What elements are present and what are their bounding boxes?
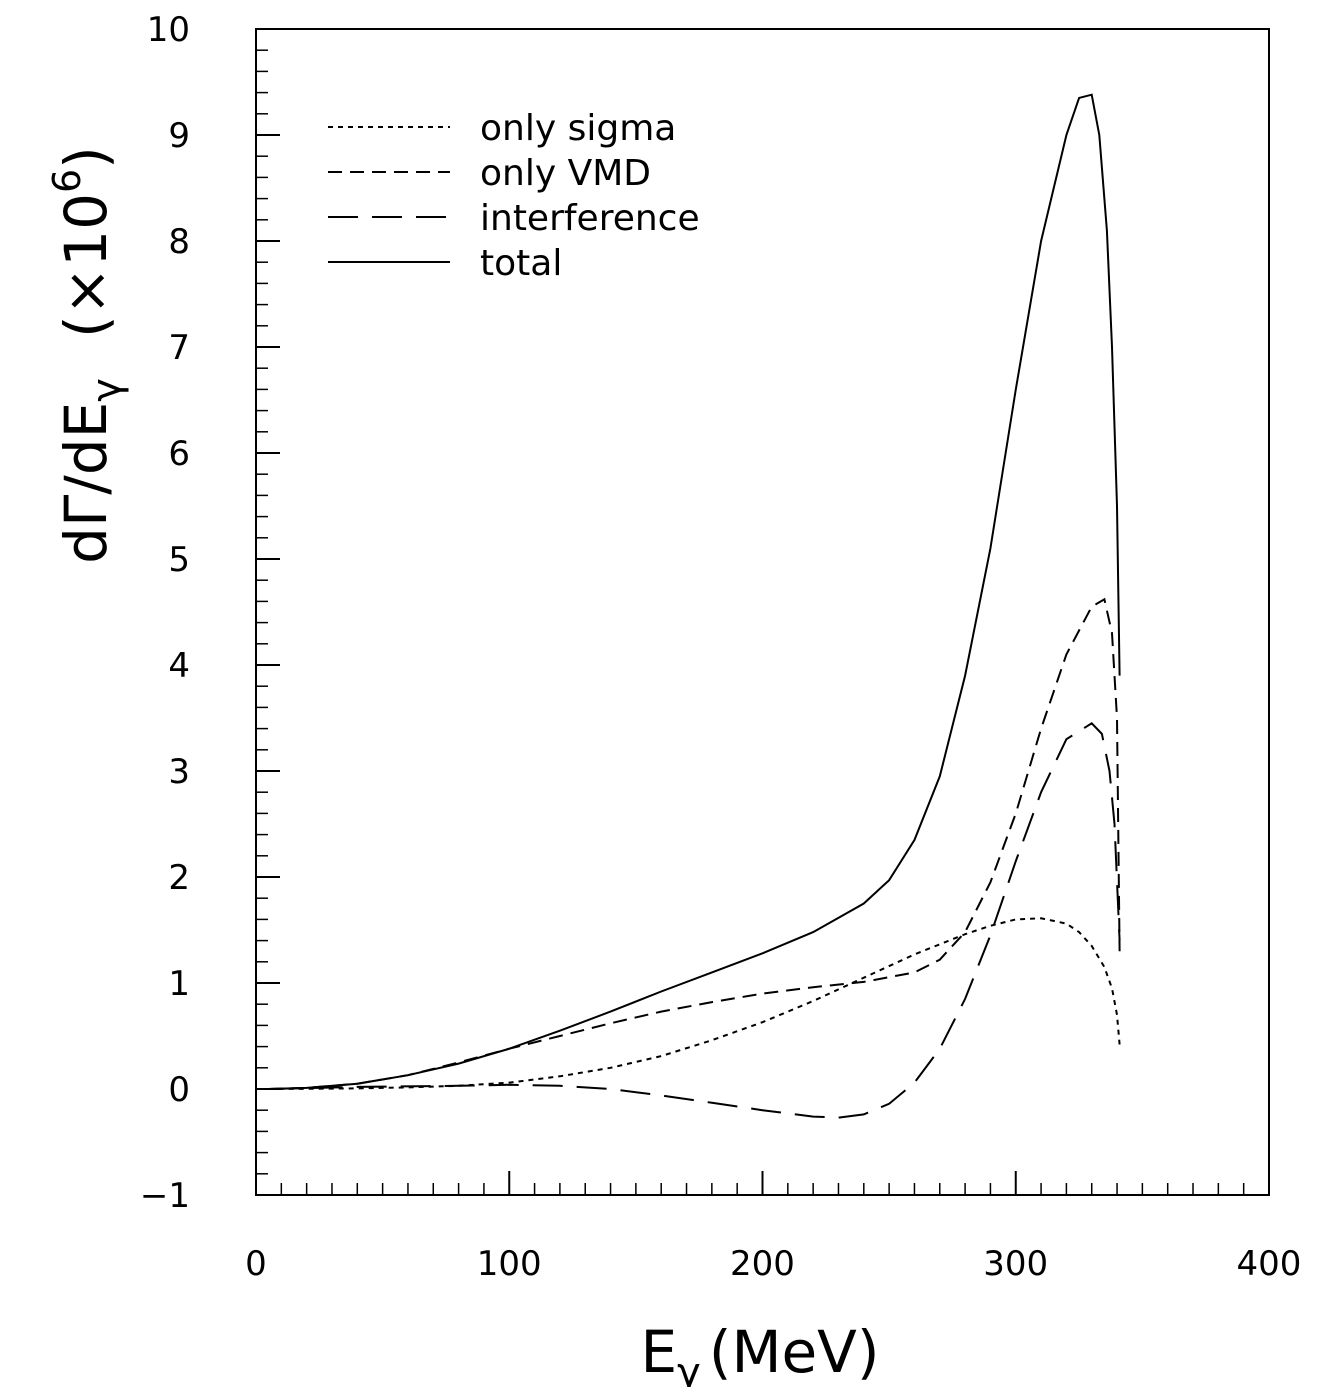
x-tick-labels: 0 100 200 300 400 [245, 1244, 1301, 1284]
y-tick-label: 1 [168, 964, 190, 1004]
major-ticks [255, 28, 1270, 1196]
y-tick-label: 7 [168, 328, 190, 368]
series-line-interference [268, 722, 1121, 1119]
y-tick-label: 6 [168, 434, 190, 474]
y-tick-label: 0 [168, 1070, 190, 1110]
y-axis-label-sub: γ [84, 378, 130, 402]
y-axis-label: dΓ/dEγ (×106) [45, 146, 130, 564]
y-tick-labels: −1 0 1 2 3 4 5 6 7 8 9 10 [140, 10, 190, 1216]
y-tick-label: 2 [168, 858, 190, 898]
y-tick-label: 10 [147, 10, 190, 50]
y-axis-label-close: ) [52, 146, 120, 169]
y-axis-label-exponent: 6 [45, 169, 89, 193]
x-tick-label: 400 [1237, 1244, 1302, 1284]
x-tick-label: 200 [730, 1244, 795, 1284]
series-line-only-sigma [268, 917, 1121, 1090]
legend-label-only-sigma: only sigma [480, 108, 676, 149]
x-tick-label: 100 [477, 1244, 542, 1284]
legend-label-only-vmd: only VMD [480, 153, 651, 194]
y-tick-label: 3 [168, 752, 190, 792]
minor-ticks [256, 49, 1245, 1195]
y-tick-label: 5 [168, 540, 190, 580]
x-axis-label-unit: (MeV) [709, 1318, 880, 1386]
y-tick-label: 4 [168, 646, 190, 686]
series-layer [268, 93, 1121, 1119]
x-tick-label: 300 [983, 1244, 1048, 1284]
y-axis-label-factor: (×10 [52, 193, 120, 338]
legend-label-interference: interference [480, 198, 700, 239]
x-axis-label: Eγ (MeV) [641, 1318, 880, 1387]
y-tick-label: −1 [140, 1176, 190, 1216]
x-tick-label: 0 [245, 1244, 267, 1284]
x-axis-label-main: E [641, 1318, 678, 1386]
y-tick-label: 8 [168, 222, 190, 262]
series-line-total [268, 93, 1121, 1090]
legend-label-total: total [480, 243, 562, 284]
x-axis-label-sub: γ [677, 1350, 701, 1387]
y-axis-label-main: dΓ/dE [52, 402, 120, 564]
series-line-only-vmd [268, 597, 1121, 1090]
y-tick-label: 9 [168, 116, 190, 156]
